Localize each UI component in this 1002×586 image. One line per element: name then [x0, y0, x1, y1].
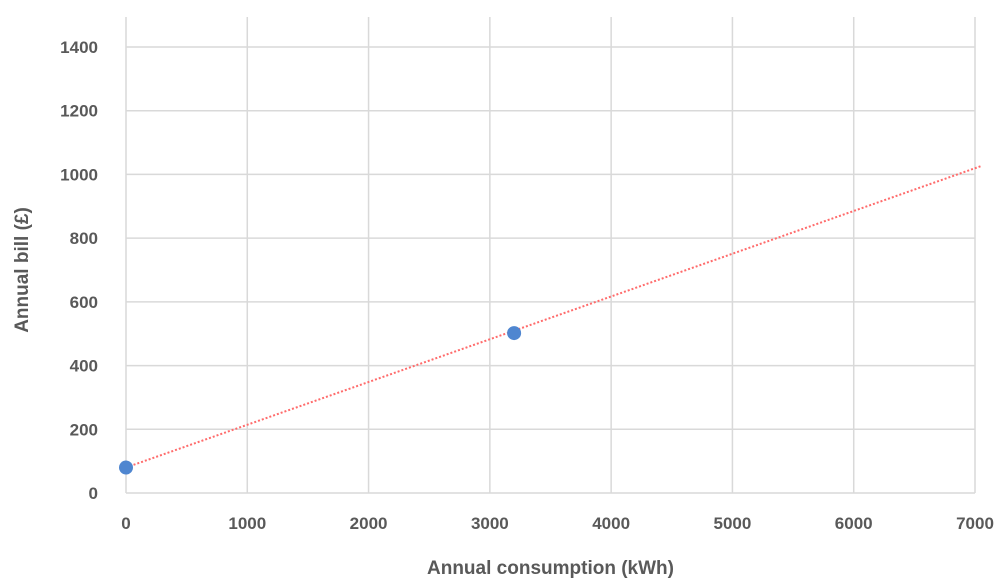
horizontal-gridlines [126, 46, 975, 494]
y-tick-label: 1400 [60, 38, 98, 57]
x-tick-label: 0 [121, 514, 130, 533]
data-point [507, 326, 522, 341]
x-tick-label: 3000 [471, 514, 509, 533]
linear-trendline [125, 165, 982, 469]
x-axis-title: Annual consumption (kWh) [427, 558, 674, 579]
vertical-gridlines [125, 17, 976, 493]
x-tick-label: 2000 [350, 514, 388, 533]
trendline-group [125, 165, 982, 469]
x-axis-tick-labels: 0 1000 2000 3000 4000 5000 6000 7000 [121, 514, 994, 533]
data-point [119, 460, 133, 475]
y-tick-label: 200 [70, 420, 98, 439]
x-tick-label: 4000 [592, 514, 630, 533]
y-tick-label: 1000 [60, 165, 98, 184]
x-tick-label: 7000 [956, 514, 994, 533]
y-axis-title: Annual bill (£) [12, 207, 33, 333]
x-tick-label: 6000 [835, 514, 873, 533]
y-tick-label: 400 [70, 357, 98, 376]
y-tick-label: 0 [89, 484, 98, 503]
x-tick-label: 1000 [228, 514, 266, 533]
y-axis-tick-labels: 0 200 400 600 800 1000 1200 1400 [60, 38, 98, 503]
x-tick-label: 5000 [714, 514, 752, 533]
y-tick-label: 800 [70, 229, 98, 248]
data-points [119, 326, 522, 475]
y-tick-label: 1200 [60, 102, 98, 121]
y-tick-label: 600 [70, 293, 98, 312]
